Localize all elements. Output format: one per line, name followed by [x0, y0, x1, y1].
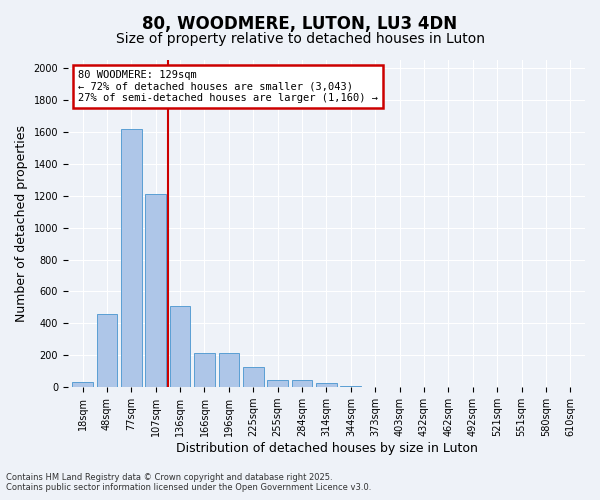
X-axis label: Distribution of detached houses by size in Luton: Distribution of detached houses by size …	[176, 442, 478, 455]
Bar	[170, 306, 190, 387]
Bar	[218, 353, 239, 387]
Text: Contains HM Land Registry data © Crown copyright and database right 2025.
Contai: Contains HM Land Registry data © Crown c…	[6, 473, 371, 492]
Bar	[72, 382, 93, 387]
Bar	[292, 380, 313, 387]
Text: Size of property relative to detached houses in Luton: Size of property relative to detached ho…	[115, 32, 485, 46]
Bar	[268, 380, 288, 387]
Bar	[97, 314, 117, 387]
Y-axis label: Number of detached properties: Number of detached properties	[15, 125, 28, 322]
Bar	[145, 194, 166, 387]
Bar	[243, 368, 263, 387]
Text: 80, WOODMERE, LUTON, LU3 4DN: 80, WOODMERE, LUTON, LU3 4DN	[142, 15, 458, 33]
Bar	[340, 386, 361, 387]
Text: 80 WOODMERE: 129sqm
← 72% of detached houses are smaller (3,043)
27% of semi-det: 80 WOODMERE: 129sqm ← 72% of detached ho…	[78, 70, 378, 103]
Bar	[121, 128, 142, 387]
Bar	[194, 353, 215, 387]
Bar	[316, 383, 337, 387]
